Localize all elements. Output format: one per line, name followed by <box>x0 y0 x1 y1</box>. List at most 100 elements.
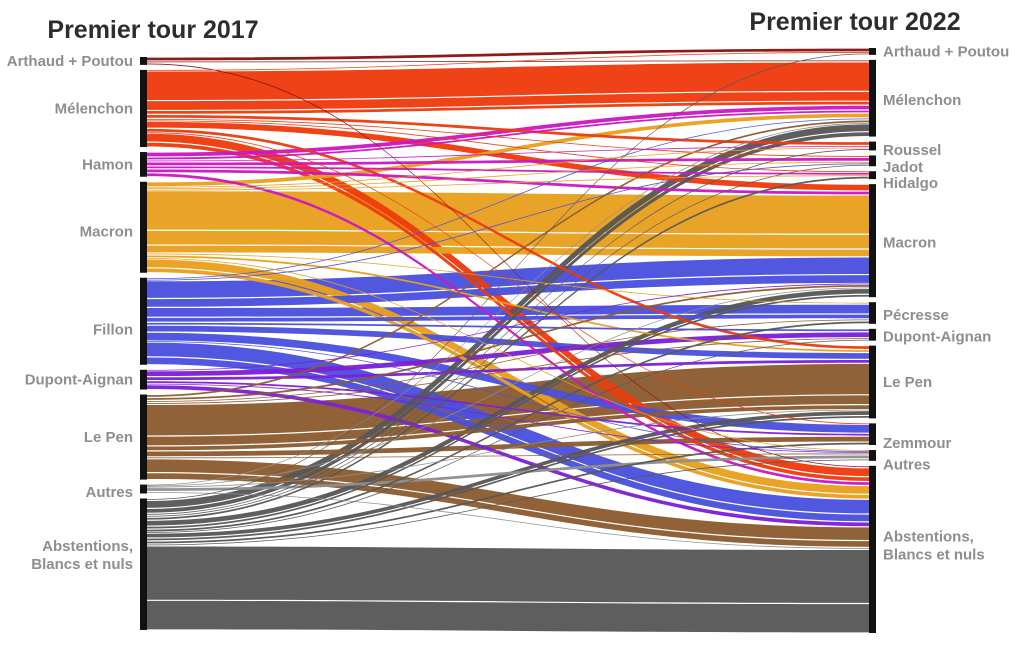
flow-abs17-mac22 <box>147 288 869 526</box>
flow-abs17-abs22 <box>147 600 869 633</box>
node-label-fil17: Fillon <box>93 321 133 338</box>
flow-ham17-abs22 <box>147 173 869 485</box>
flow-abs17-aut22 <box>147 459 869 546</box>
flow-abs17-mac22 <box>147 294 869 529</box>
flow-abs17-zem22 <box>147 442 869 544</box>
flow-ham17-mel22 <box>147 110 869 160</box>
flow-aut17-mel22 <box>147 122 869 486</box>
node-bar-da17 <box>140 369 147 390</box>
flow-aut17-abs22 <box>147 492 869 549</box>
flow-mac17-abs22 <box>147 259 869 494</box>
node-bar-da22 <box>869 328 876 341</box>
node-label-ap22: Arthaud + Poutou <box>883 43 1009 60</box>
flow-aut17-mac22 <box>147 287 869 487</box>
flow-aut17-aut22 <box>147 455 869 491</box>
node-bar-aut17 <box>140 484 147 494</box>
flow-lp17-zem22 <box>147 436 869 457</box>
node-bar-aut22 <box>869 450 876 461</box>
flow-fil17-mel22 <box>147 118 869 280</box>
node-bar-abs17 <box>140 498 147 630</box>
node-label-rou22: Roussel <box>883 142 941 159</box>
node-label-da17: Dupont-Aignan <box>25 372 133 389</box>
column-title-2017: Premier tour 2017 <box>47 16 259 44</box>
flow-aut17-lp22 <box>147 409 869 488</box>
flow-mel17-lp22 <box>147 128 869 349</box>
flow-lp17-lp22 <box>147 405 869 451</box>
node-bar-lp17 <box>140 394 147 480</box>
flow-lp17-aut22 <box>147 453 869 459</box>
flow-ham17-hid22 <box>147 166 869 175</box>
flow-abs17-mel22 <box>147 132 869 513</box>
flow-mac17-mac22 <box>147 245 869 257</box>
flow-mel17-rou22 <box>147 115 869 145</box>
flow-da17-zem22 <box>147 381 869 436</box>
flow-fil17-aut22 <box>147 341 869 452</box>
flow-da17-mac22 <box>147 283 869 371</box>
flow-mel17-jad22 <box>147 118 869 157</box>
node-label-pec22: Pécresse <box>883 307 949 324</box>
flow-mel17-hid22 <box>147 120 869 173</box>
node-bar-jad22 <box>869 155 876 167</box>
flow-mel17-abs22 <box>147 133 869 477</box>
node-bar-ap22 <box>869 48 876 55</box>
node-label-mel22: Mélenchon <box>883 92 961 109</box>
flow-mel17-zem22 <box>147 132 869 425</box>
flow-mac17-mel22 <box>147 113 869 187</box>
flow-fil17-pec22 <box>147 314 869 322</box>
flow-mac17-jad22 <box>147 161 869 190</box>
node-label-lp22: Le Pen <box>883 374 932 391</box>
node-label-lp17: Le Pen <box>84 429 133 446</box>
flow-mel17-mac22 <box>147 121 869 191</box>
node-label-zem22: Zemmour <box>883 435 952 452</box>
flow-mac17-mac22 <box>147 191 869 234</box>
node-label-abs22: Abstentions, <box>883 528 974 545</box>
node-bar-mel17 <box>140 69 147 148</box>
flow-abs17-jad22 <box>147 164 869 517</box>
flow-mel17-mel22 <box>147 91 869 110</box>
node-label-jad22: Jadot <box>883 159 923 176</box>
flow-mel17-ap22 <box>147 52 869 71</box>
flow-lp17-mel22 <box>147 120 869 397</box>
node-label-abs22-line2: Blancs et nuls <box>883 546 985 563</box>
node-label-hid22: Hidalgo <box>883 175 938 192</box>
node-bar-mac17 <box>140 181 147 273</box>
flow-ap17-abs22 <box>147 63 869 468</box>
flow-lp17-da22 <box>147 338 869 404</box>
flow-mac17-rou22 <box>147 147 869 188</box>
node-bar-hid22 <box>869 171 876 180</box>
node-bar-rou22 <box>869 141 876 151</box>
node-label-abs17: Abstentions, <box>42 538 133 555</box>
node-label-mel17: Mélenchon <box>55 100 133 117</box>
node-bar-pec22 <box>869 302 876 324</box>
flow-abs17-ap22 <box>147 53 869 500</box>
node-label-mac17: Macron <box>80 223 133 240</box>
node-label-aut17: Autres <box>85 484 133 501</box>
flow-mac17-hid22 <box>147 175 869 191</box>
flow-abs17-mel22 <box>147 124 869 508</box>
flow-ham17-jad22 <box>147 157 869 166</box>
flow-lp17-abs22 <box>147 459 869 540</box>
node-label-abs17-line2: Blancs et nuls <box>31 556 133 573</box>
flow-ham17-mac22 <box>147 169 869 195</box>
node-bar-ap17 <box>140 57 147 65</box>
flow-abs17-pec22 <box>147 321 869 532</box>
node-bar-mel22 <box>869 59 876 137</box>
flow-ap17-ap22 <box>147 48 869 61</box>
flow-fil17-jad22 <box>147 163 869 281</box>
flow-da17-aut22 <box>147 383 869 453</box>
flow-lp17-abs22 <box>147 473 869 547</box>
node-label-da22: Dupont-Aignan <box>883 329 991 346</box>
flow-mac17-aut22 <box>147 258 869 451</box>
node-label-ham17: Hamon <box>82 156 133 173</box>
flow-mel17-mel22 <box>147 101 869 114</box>
flow-abs17-lp22 <box>147 416 869 541</box>
flow-fil17-abs22 <box>147 357 869 522</box>
flow-lp17-mac22 <box>147 285 869 400</box>
flow-lp17-lp22 <box>147 363 869 436</box>
node-bar-ham17 <box>140 152 147 177</box>
node-label-mac22: Macron <box>883 235 936 252</box>
flow-mel17-mel22 <box>147 62 869 100</box>
flow-ham17-rou22 <box>147 146 869 162</box>
